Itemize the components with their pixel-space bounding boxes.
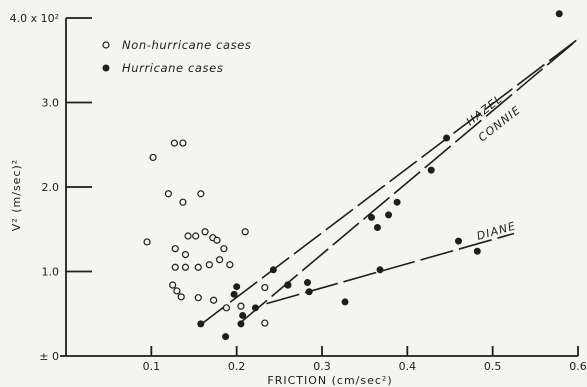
non-hurricane-point-10 bbox=[192, 232, 200, 240]
non-hurricane-point-27 bbox=[222, 304, 231, 312]
x-tick-label-3: 0.4 bbox=[399, 360, 417, 373]
hurricane-point-8 bbox=[284, 281, 292, 289]
trend-line-connie bbox=[240, 38, 579, 323]
non-hurricane-point-13 bbox=[213, 236, 221, 244]
non-hurricane-point-8 bbox=[181, 251, 190, 259]
hurricane-point-5 bbox=[239, 311, 247, 319]
non-hurricane-point-30 bbox=[261, 319, 269, 327]
hurricane-point-20 bbox=[473, 247, 481, 255]
hurricane-point-14 bbox=[376, 266, 384, 274]
legend-label-non-hurricane: Non-hurricane cases bbox=[122, 38, 252, 52]
x-tick-label-2: 0.3 bbox=[313, 360, 331, 373]
trend-label-diane: DIANE bbox=[475, 219, 517, 243]
non-hurricane-point-9 bbox=[184, 232, 192, 240]
trend-line-hazel bbox=[197, 38, 579, 328]
non-hurricane-point-11 bbox=[201, 228, 209, 236]
y-tick-label-3: 3.0 bbox=[42, 97, 60, 110]
non-hurricane-point-22 bbox=[169, 281, 177, 289]
non-hurricane-point-4 bbox=[197, 190, 205, 198]
hurricane-point-2 bbox=[230, 290, 238, 298]
hurricane-point-4 bbox=[237, 320, 245, 328]
legend-label-hurricane: Hurricane cases bbox=[122, 61, 223, 75]
non-hurricane-point-5 bbox=[179, 198, 187, 206]
hurricane-point-13 bbox=[373, 224, 381, 232]
hurricane-point-6 bbox=[251, 304, 259, 312]
hurricane-point-21 bbox=[555, 10, 563, 18]
y-tick-label-0: ± 0 bbox=[39, 350, 59, 363]
y-tick-label-1: 1.0 bbox=[42, 266, 60, 279]
trend-lines bbox=[197, 38, 579, 328]
hurricane-point-0 bbox=[197, 320, 205, 328]
non-hurricane-point-23 bbox=[173, 287, 181, 295]
y-tick-label-4: 4.0 x 10² bbox=[10, 12, 59, 25]
hurricane-point-16 bbox=[393, 198, 401, 206]
x-tick-label-4: 0.5 bbox=[484, 360, 502, 373]
hurricane-point-9 bbox=[303, 278, 311, 286]
non-hurricane-point-2 bbox=[179, 139, 187, 147]
non-hurricane-point-29 bbox=[261, 283, 269, 292]
non-hurricane-point-20 bbox=[205, 261, 213, 269]
x-axis-title: FRICTION (cm/sec²) bbox=[267, 374, 392, 387]
non-hurricane-point-3 bbox=[164, 190, 172, 198]
y-tick-label-2: 2.0 bbox=[42, 181, 60, 194]
non-hurricane-point-19 bbox=[194, 263, 202, 271]
non-hurricane-point-1 bbox=[170, 139, 178, 147]
hurricane-point-7 bbox=[269, 266, 277, 274]
hurricane-point-12 bbox=[367, 213, 375, 221]
non-hurricane-point-26 bbox=[210, 296, 218, 304]
x-tick-label-5: 0.6 bbox=[569, 360, 587, 373]
hurricane-point-3 bbox=[233, 283, 241, 291]
y-axis-title: V² (m/sec)² bbox=[10, 159, 23, 231]
non-hurricane-point-18 bbox=[181, 263, 190, 271]
hurricane-point-19 bbox=[455, 237, 463, 245]
non-hurricane-point-6 bbox=[143, 238, 151, 246]
x-tick-label-1: 0.2 bbox=[228, 360, 246, 373]
data-points bbox=[143, 10, 563, 341]
hurricane-point-17 bbox=[427, 166, 435, 174]
non-hurricane-point-16 bbox=[241, 228, 249, 236]
non-hurricane-point-24 bbox=[177, 293, 185, 301]
non-hurricane-point-14 bbox=[220, 245, 228, 253]
legend: Non-hurricane cases Hurricane cases bbox=[102, 38, 252, 75]
hurricane-point-18 bbox=[443, 134, 451, 142]
hurricane-point-11 bbox=[341, 298, 349, 306]
hurricane-point-10 bbox=[305, 288, 313, 296]
non-hurricane-point-21 bbox=[226, 261, 234, 269]
x-tick-label-0: 0.1 bbox=[143, 360, 161, 373]
trend-labels: HAZEL CONNIE DIANE bbox=[464, 92, 524, 243]
non-hurricane-point-28 bbox=[237, 302, 245, 310]
hurricane-point-1 bbox=[222, 333, 230, 341]
legend-filled-marker bbox=[102, 64, 110, 72]
non-hurricane-point-17 bbox=[171, 263, 179, 271]
y-ticks: ± 0 1.0 2.0 3.0 4.0 x 10² bbox=[10, 12, 92, 363]
hurricane-point-15 bbox=[385, 211, 393, 219]
x-ticks: 0.1 0.2 0.3 0.4 0.5 0.6 bbox=[143, 346, 587, 373]
legend-open-marker bbox=[102, 41, 110, 49]
non-hurricane-point-0 bbox=[149, 153, 157, 162]
non-hurricane-point-7 bbox=[171, 245, 179, 253]
non-hurricane-point-25 bbox=[194, 294, 202, 302]
non-hurricane-point-15 bbox=[216, 256, 224, 264]
